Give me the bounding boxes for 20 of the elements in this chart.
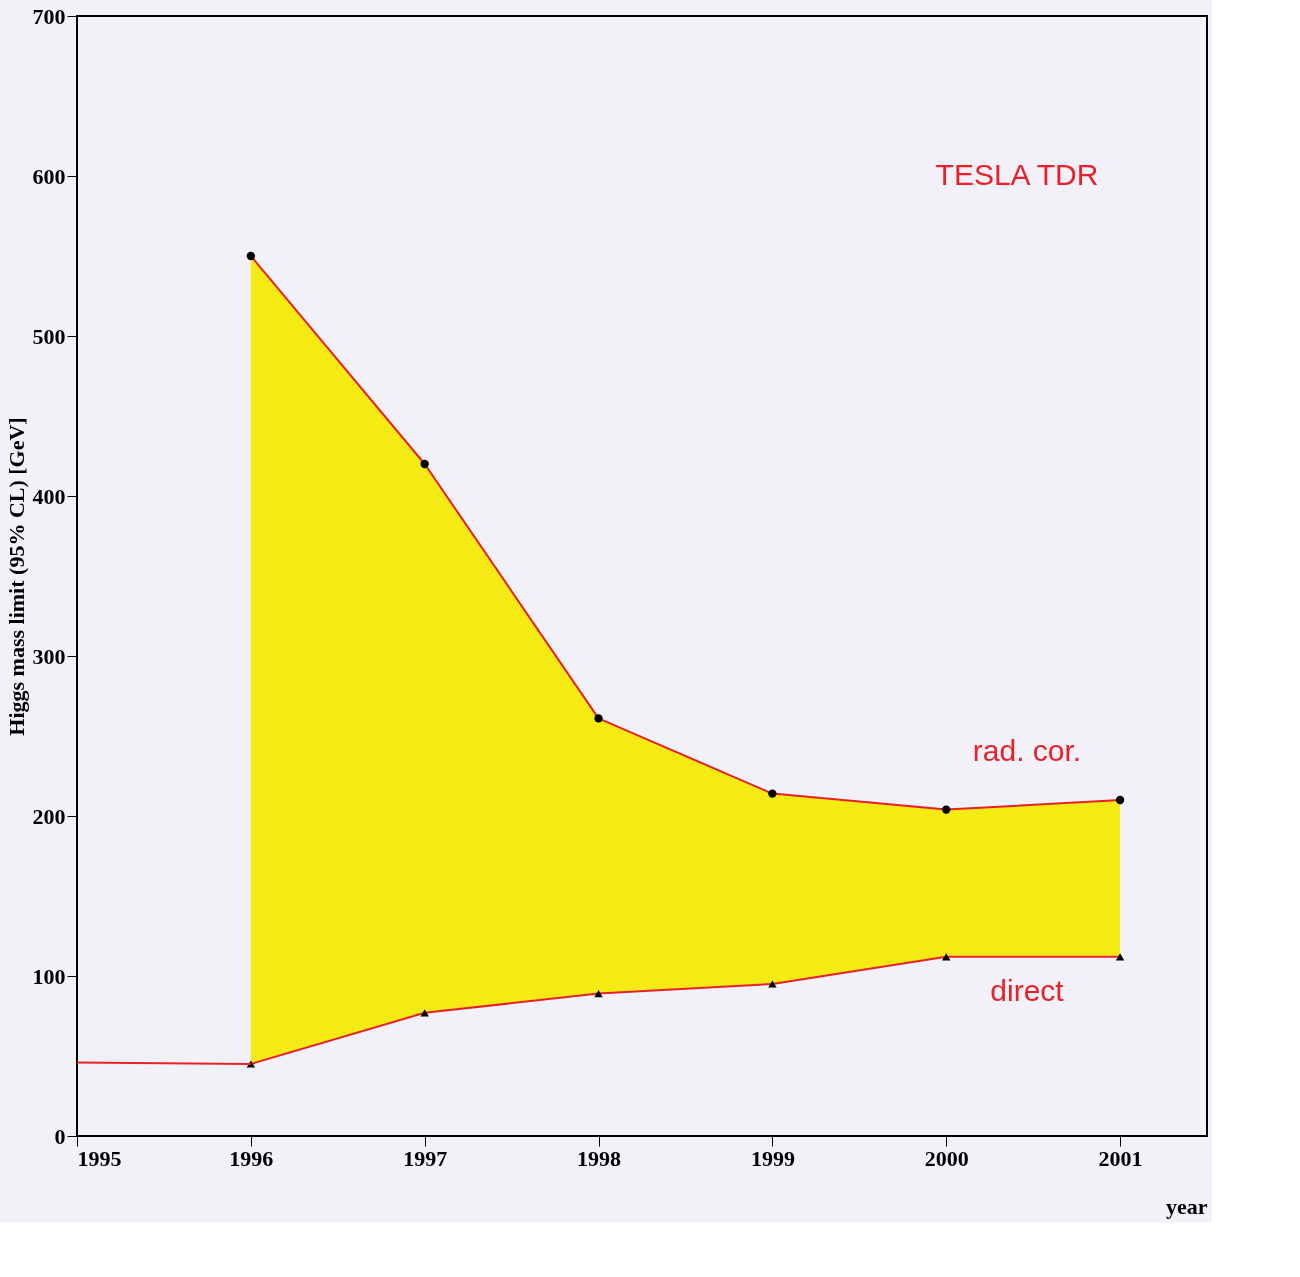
- y-axis-title: Higgs mass limit (95% CL) [GeV]: [3, 417, 29, 736]
- y-tick-label: 300: [32, 643, 66, 669]
- annotation: TESLA TDR: [935, 158, 1099, 191]
- x-tick-label: 1996: [229, 1145, 274, 1171]
- x-tick-label: 1999: [750, 1145, 795, 1171]
- x-tick-label: 2001: [1098, 1145, 1143, 1171]
- y-tick-label: 200: [32, 803, 66, 829]
- y-tick-label: 0: [54, 1123, 66, 1149]
- y-tick-label: 500: [32, 323, 66, 349]
- x-axis-title: year: [1165, 1193, 1208, 1219]
- x-tick-label: 1995: [77, 1145, 122, 1171]
- y-tick-label: 700: [32, 3, 66, 29]
- y-tick-label: 600: [32, 163, 66, 189]
- x-tick-label: 2000: [924, 1145, 969, 1171]
- annotation: direct: [990, 974, 1065, 1007]
- y-tick-label: 400: [32, 483, 66, 509]
- y-tick-label: 100: [32, 963, 66, 989]
- x-tick-label: 1997: [403, 1145, 448, 1171]
- annotation: rad. cor.: [972, 734, 1082, 767]
- x-tick-label: 1998: [577, 1145, 622, 1171]
